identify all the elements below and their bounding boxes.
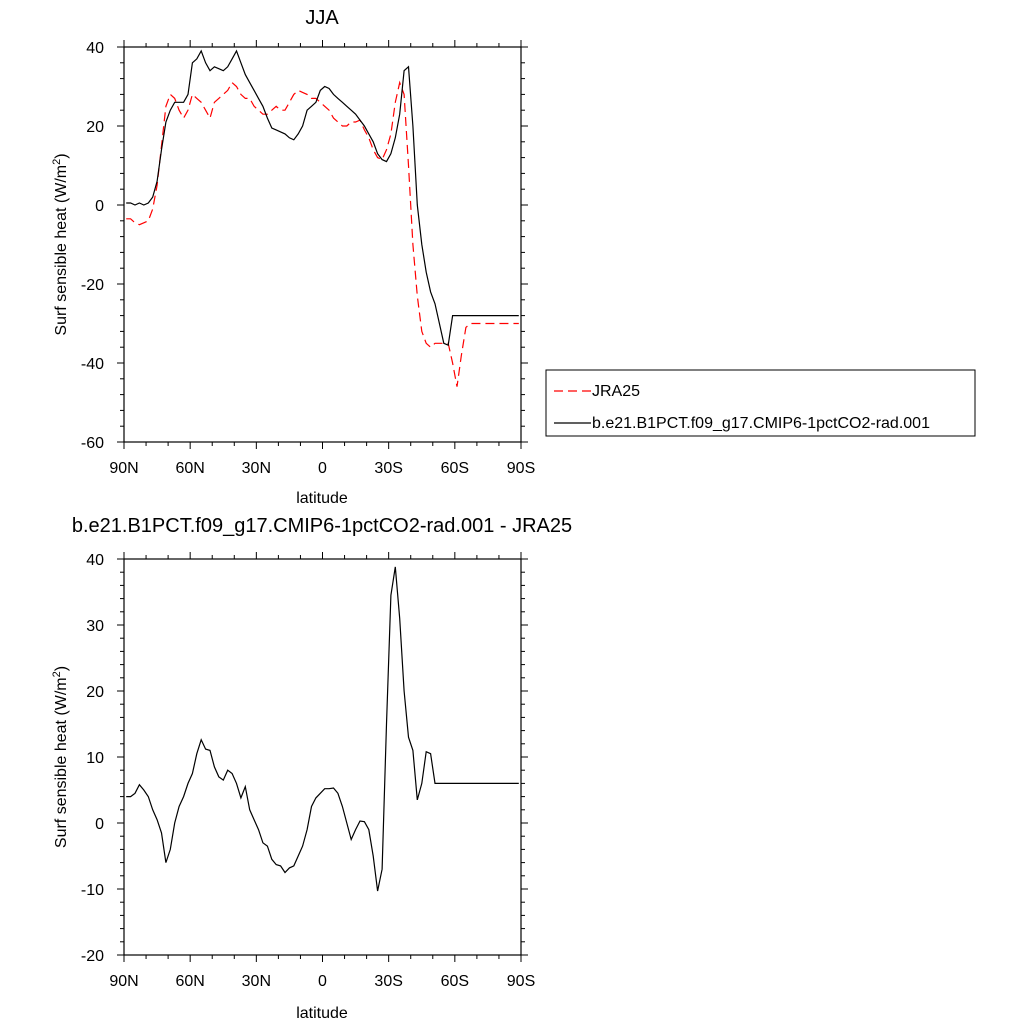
bottom-x-axis-title: latitude (296, 1005, 348, 1022)
bottom-x-tick-label: 60N (175, 973, 204, 990)
bottom-x-tick-label: 60S (441, 973, 469, 990)
bottom-y-tick-label: 0 (95, 816, 104, 833)
top-series-line-jra25 (126, 80, 519, 387)
top-y-tick-label: 0 (95, 198, 104, 215)
top-y-tick-labels: -60 -40 -20 0 20 40 (81, 40, 104, 452)
top-plot-frame (123, 46, 522, 443)
top-x-tick-label: 0 (318, 460, 327, 477)
top-axis-ticks (117, 40, 528, 449)
top-x-tick-labels: 90N 60N 30N 0 30S 60S 90S (109, 460, 535, 477)
bottom-y-tick-label: 10 (86, 750, 104, 767)
bottom-y-tick-label: -10 (81, 882, 104, 899)
bottom-y-tick-label: 30 (86, 618, 104, 635)
bottom-x-tick-label: 30S (374, 973, 402, 990)
bottom-x-tick-label: 0 (318, 973, 327, 990)
bottom-x-tick-label: 90S (507, 973, 535, 990)
top-y-tick-label: 20 (86, 119, 104, 136)
top-panel: JJA 90N 60N 30N 0 30S 60S 90S -60 -40 -20 0 20 40 l… (51, 7, 976, 507)
bottom-y-tick-label: 40 (86, 552, 104, 569)
top-y-tick-label: -20 (81, 277, 104, 294)
legend-label-jra25: JRA25 (592, 383, 640, 400)
top-x-tick-label: 30S (374, 460, 402, 477)
bottom-axis-ticks (117, 552, 528, 962)
bottom-x-tick-label: 90N (109, 973, 138, 990)
bottom-plot-frame (123, 558, 522, 956)
bottom-panel: b.e21.B1PCT.f09_g17.CMIP6-1pctCO2-rad.00… (51, 515, 572, 1022)
top-x-tick-label: 60N (175, 460, 204, 477)
top-panel-title: JJA (305, 7, 339, 29)
bottom-x-tick-labels: 90N 60N 30N 0 30S 60S 90S (109, 973, 535, 990)
top-x-axis-title: latitude (296, 490, 348, 507)
bottom-x-tick-label: 30N (242, 973, 271, 990)
bottom-panel-title: b.e21.B1PCT.f09_g17.CMIP6-1pctCO2-rad.00… (72, 515, 572, 537)
bottom-y-tick-labels: -20 -10 0 10 20 30 40 (81, 552, 104, 965)
bottom-y-tick-label: 20 (86, 684, 104, 701)
top-y-tick-label: -40 (81, 356, 104, 373)
legend-box (545, 369, 976, 437)
bottom-y-tick-label: -20 (81, 948, 104, 965)
top-x-tick-label: 90S (507, 460, 535, 477)
top-y-tick-label: -60 (81, 435, 104, 452)
top-series-line-b-e21-b1pct-f09-g17-cmip6-1pctco2-rad-001 (126, 49, 519, 347)
legend-label-model: b.e21.B1PCT.f09_g17.CMIP6-1pctCO2-rad.00… (592, 415, 930, 432)
top-x-tick-label: 90N (109, 460, 138, 477)
top-y-tick-label: 40 (86, 40, 104, 57)
bottom-series-line-difference (126, 566, 519, 892)
bottom-y-axis-title: Surf sensible heat (W/m2) (51, 666, 70, 848)
top-x-tick-label: 60S (441, 460, 469, 477)
top-y-axis-title: Surf sensible heat (W/m2) (51, 153, 70, 335)
top-x-tick-label: 30N (242, 460, 271, 477)
top-series-lines (126, 49, 519, 387)
bottom-series-lines (126, 566, 519, 892)
legend: JRA25 b.e21.B1PCT.f09_g17.CMIP6-1pctCO2-… (545, 369, 976, 437)
